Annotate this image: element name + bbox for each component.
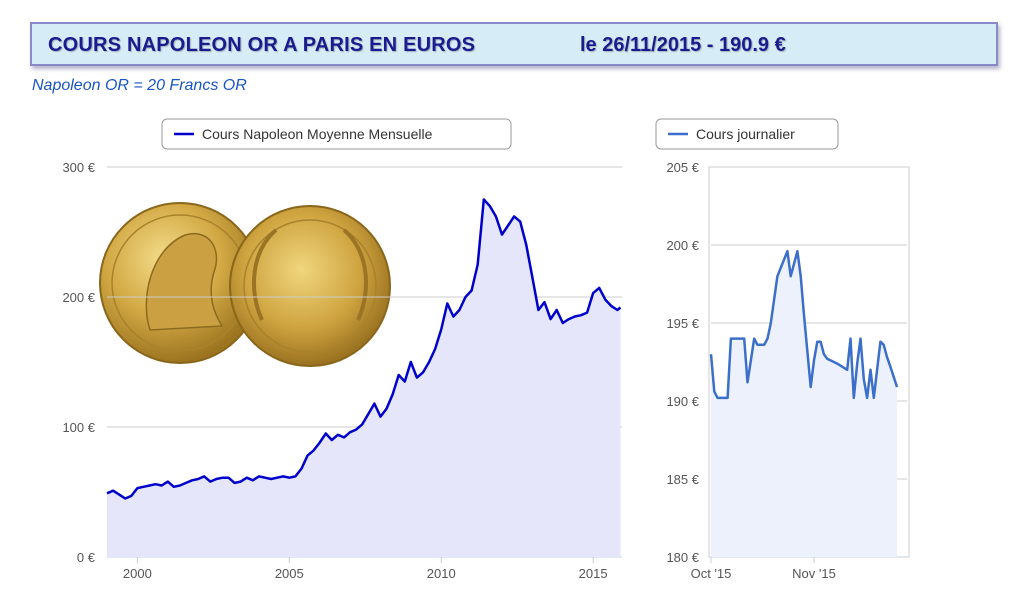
y-tick-label: 180 € xyxy=(666,550,699,565)
x-tick-label: 2000 xyxy=(123,566,152,581)
date-price: le 26/11/2015 - 190.9 € xyxy=(580,34,786,56)
legend-label: Cours Napoleon Moyenne Mensuelle xyxy=(202,126,433,142)
y-tick-label: 100 € xyxy=(62,420,95,435)
x-tick-label: 2015 xyxy=(579,566,608,581)
monthly-chart: 0 € 100 € 200 € 300 € 2000 2005 2010 2015 Cours … xyxy=(62,118,622,581)
daily-chart: 180 € 185 € 190 € 195 € 200 € 205 € Oct '15 Nov… xyxy=(655,118,910,581)
x-tick-label: 2005 xyxy=(275,566,304,581)
y-tick-label: 0 € xyxy=(77,550,96,565)
y-tick-label: 190 € xyxy=(666,394,699,409)
y-tick-label: 200 € xyxy=(62,290,95,305)
x-tick-label: 2010 xyxy=(427,566,456,581)
series-area xyxy=(711,251,897,557)
series-line xyxy=(709,249,899,400)
legend-box xyxy=(161,118,512,150)
title-banner: COURS NAPOLEON OR A PARIS EN EUROS le 26… xyxy=(30,22,998,66)
page-title: COURS NAPOLEON OR A PARIS EN EUROS xyxy=(48,34,476,56)
series-line xyxy=(106,198,622,500)
legend[interactable]: Cours Napoleon Moyenne Mensuelle xyxy=(161,118,512,150)
legend-box xyxy=(655,118,839,150)
subtitle: Napoleon OR = 20 Francs OR xyxy=(32,77,247,94)
y-tick-label: 200 € xyxy=(666,238,699,253)
coin-tail-icon xyxy=(229,205,391,367)
series-area xyxy=(107,199,621,557)
y-tick-label: 195 € xyxy=(666,316,699,331)
x-tick-label: Nov '15 xyxy=(792,566,836,581)
x-tick-label: Oct '15 xyxy=(691,566,732,581)
y-tick-label: 300 € xyxy=(62,160,95,175)
coin-image xyxy=(99,202,391,367)
legend-label: Cours journalier xyxy=(696,126,795,142)
y-tick-label: 205 € xyxy=(666,160,699,175)
legend[interactable]: Cours journalier xyxy=(655,118,839,150)
y-tick-label: 185 € xyxy=(666,472,699,487)
